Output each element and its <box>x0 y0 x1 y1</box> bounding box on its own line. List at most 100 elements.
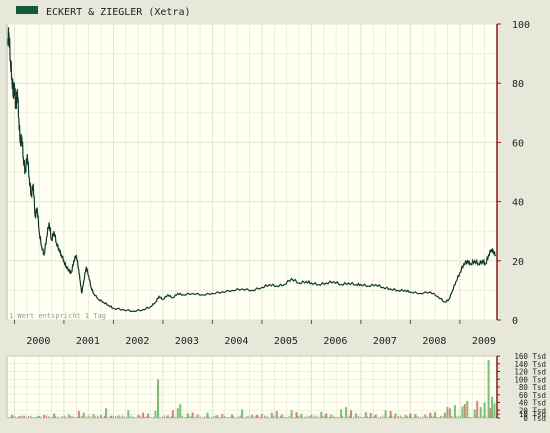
x-axis-labels: 2000 2001 2002 2003 2004 2005 2006 2007 2008 2009 <box>13 320 496 347</box>
volume-bar-minor <box>21 415 23 418</box>
x-tick-label: 2007 <box>373 336 397 347</box>
volume-bar-minor <box>85 416 88 418</box>
volume-bar-up <box>280 414 283 418</box>
volume-bar-minor <box>357 415 359 418</box>
volume-y-tick-label: 160 Tsd <box>514 352 546 361</box>
volume-bar-minor <box>134 417 137 418</box>
volume-y-tick-label: 140 Tsd <box>514 360 546 369</box>
volume-bar-up <box>434 412 437 418</box>
volume-bar-minor <box>471 417 473 418</box>
volume-bar-minor <box>302 417 304 418</box>
volume-bar-up <box>241 409 244 418</box>
legend-swatch <box>16 6 38 14</box>
volume-bar-down <box>275 411 278 418</box>
volume-bar-minor <box>353 417 355 418</box>
volume-bar-minor <box>346 416 348 418</box>
volume-bar-minor <box>420 417 422 418</box>
volume-y-tick-label: 40 Tsd <box>519 399 546 408</box>
volume-bar-minor <box>248 415 250 418</box>
volume-bar-up <box>67 414 70 418</box>
volume-bar-minor <box>266 416 268 418</box>
volume-bar-minor <box>41 417 43 418</box>
volume-bar-minor <box>239 415 241 418</box>
volume-bar-up <box>364 412 367 418</box>
volume-bar-minor <box>460 416 462 418</box>
volume-bar-minor <box>328 417 330 418</box>
price-y-tick-label: 80 <box>512 79 524 90</box>
volume-bar-minor <box>32 416 34 418</box>
volume-bar-minor <box>442 415 444 418</box>
price-panel: 0 20 40 60 80 100 1 Wert entspricht 1 Tag <box>6 20 530 327</box>
volume-bar-minor <box>183 417 186 418</box>
volume-bar-minor <box>333 415 335 418</box>
volume-bar-down <box>489 408 492 418</box>
volume-bar-up <box>38 416 41 418</box>
volume-bar-up <box>354 413 357 418</box>
volume-bar-minor <box>259 417 261 418</box>
volume-bar-minor <box>34 417 36 418</box>
volume-bar-minor <box>139 415 141 418</box>
volume-bar-minor <box>195 416 197 418</box>
volume-bar-down <box>109 415 112 418</box>
volume-bar-minor <box>54 415 56 418</box>
volume-bar-minor <box>469 416 471 418</box>
volume-bar-minor <box>77 416 79 418</box>
legend: ECKERT & ZIEGLER (Xetra) <box>16 6 191 18</box>
volume-bar-minor <box>159 417 161 418</box>
volume-bar-minor <box>373 415 375 418</box>
volume-bar-up <box>290 410 293 419</box>
volume-bar-minor <box>16 417 19 418</box>
volume-bar-up <box>404 414 407 418</box>
volume-y-tick-label: 60 Tsd <box>519 391 546 400</box>
volume-bar-minor <box>28 415 30 418</box>
volume-bar-minor <box>324 415 326 418</box>
volume-bar-up <box>449 408 451 418</box>
volume-bar-up <box>493 403 496 418</box>
volume-bar-minor <box>426 416 428 418</box>
volume-bar-up <box>166 415 169 418</box>
volume-bar-minor <box>130 415 132 418</box>
volume-bar-down <box>409 413 412 418</box>
price-series-line <box>7 27 497 313</box>
volume-bar-minor <box>168 417 170 418</box>
volume-bar-up <box>384 410 387 419</box>
volume-bar-minor <box>208 416 210 418</box>
volume-bar-minor <box>268 417 270 418</box>
volume-bar-minor <box>297 415 299 418</box>
volume-bar-up <box>345 407 347 418</box>
volume-bar-minor <box>433 415 435 418</box>
volume-bar-up <box>231 414 234 418</box>
volume-bar-minor <box>219 417 221 418</box>
volume-bar-minor <box>342 416 344 418</box>
volume-bar-minor <box>288 415 290 418</box>
volume-bar-minor <box>417 416 419 418</box>
volume-bar-minor <box>188 415 190 418</box>
x-tick-label: 2009 <box>472 336 496 347</box>
volume-bar-minor <box>226 417 228 418</box>
volume-bar-minor <box>63 415 65 418</box>
volume-bar-up <box>105 408 107 418</box>
volume-bar-minor <box>253 417 255 418</box>
volume-bar-minor <box>30 415 32 418</box>
volume-y-tick-label: 120 Tsd <box>514 368 546 377</box>
volume-bar-minor <box>477 416 480 418</box>
volume-bar-down <box>191 412 194 418</box>
volume-bar-minor <box>166 416 168 418</box>
volume-bar-up <box>147 413 150 418</box>
volume-bar-up <box>414 414 417 418</box>
volume-bar-minor <box>199 416 201 418</box>
volume-bar-minor <box>143 417 146 418</box>
volume-bar-minor <box>397 416 399 418</box>
volume-bar-down <box>18 416 21 418</box>
x-tick-label: 2003 <box>175 336 199 347</box>
volume-bar-minor <box>175 416 177 418</box>
volume-bar-minor <box>379 416 382 418</box>
volume-bar-up <box>127 410 130 419</box>
price-y-ticks: 0 20 40 60 80 100 <box>497 20 530 327</box>
volume-bar-up <box>473 409 476 418</box>
volume-bar-minor <box>235 417 237 418</box>
volume-bar-minor <box>435 416 437 418</box>
volume-bar-up <box>53 413 55 418</box>
volume-bar-minor <box>190 416 192 418</box>
